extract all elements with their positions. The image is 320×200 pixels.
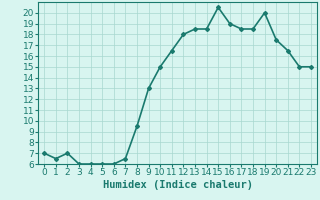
X-axis label: Humidex (Indice chaleur): Humidex (Indice chaleur) bbox=[103, 180, 252, 190]
